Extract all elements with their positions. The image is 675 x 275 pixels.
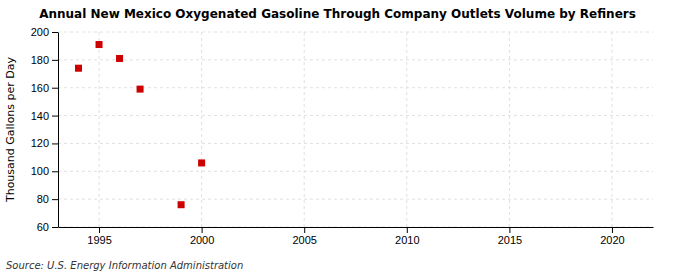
tick: 180 [31,54,58,66]
grid-line [58,227,653,228]
tick-label: 200 [31,26,49,38]
tick-label: 100 [31,165,49,177]
axis-line [58,33,59,228]
grid-line [58,59,653,60]
tick: 100 [31,165,58,177]
tick-mark [52,199,58,200]
grid-line [611,32,612,227]
tick-label: 1995 [87,234,111,246]
tick-mark [99,227,100,233]
grid-line [58,87,653,88]
tick: 2020 [600,227,624,246]
tick: 140 [31,110,58,122]
title: Annual New Mexico Oxygenated Gasoline Th… [39,7,636,21]
tick: 2005 [292,227,316,246]
source: Source: U.S. Energy Information Administ… [6,260,243,271]
point [178,201,185,208]
tick-label: 140 [31,110,49,122]
grid-line [304,32,305,227]
grid-line [58,199,653,200]
grid-line [406,32,407,227]
tick: 2010 [395,227,419,246]
tick: 60 [37,221,58,233]
tick-label: 180 [31,54,49,66]
tick-mark [509,227,510,233]
tick-mark [407,227,408,233]
y-axis: 60 80 100 120 140 160 180 200 [31,26,59,233]
tick-label: 2010 [395,234,419,246]
tick-mark [52,116,58,117]
tick-mark [52,227,58,228]
tick-label: 2015 [498,234,522,246]
grid [58,32,653,227]
grid-line [509,32,510,227]
tick: 2000 [190,227,214,246]
y-axis-label: Thousand Gallons per Day [4,56,17,203]
grid-line [58,143,653,144]
grid-line [99,32,100,227]
tick: 80 [37,193,58,205]
plot-area: 1995 2000 2005 2010 2015 2020 60 80 100 120 140 160… [31,26,654,246]
x-axis: 1995 2000 2005 2010 2015 2020 [59,227,654,246]
points [75,41,205,208]
point [116,55,123,62]
tick-mark [52,32,58,33]
tick-label: 120 [31,137,49,149]
point [75,65,82,72]
axis-line [59,227,654,228]
tick-label: 160 [31,82,49,94]
tick-label: 60 [37,221,49,233]
tick-mark [52,143,58,144]
tick: 2015 [498,227,522,246]
tick: 120 [31,137,58,149]
tick-mark [612,227,613,233]
tick-mark [52,60,58,61]
tick: 160 [31,82,58,94]
point [96,41,103,48]
point [198,159,205,166]
grid-line [58,115,653,116]
tick-label: 2000 [190,234,214,246]
tick-label: 80 [37,193,49,205]
tick: 200 [31,26,58,38]
chart: 1995 2000 2005 2010 2015 2020 60 80 100 120 140 160… [0,0,675,275]
tick-mark [52,88,58,89]
grid-line [58,32,653,33]
tick-mark [304,227,305,233]
tick-mark [52,171,58,172]
tick-label: 2020 [600,234,624,246]
tick: 1995 [87,227,111,246]
point [137,86,144,93]
tick-label: 2005 [292,234,316,246]
grid-line [201,32,202,227]
tick-mark [202,227,203,233]
grid-line [58,171,653,172]
